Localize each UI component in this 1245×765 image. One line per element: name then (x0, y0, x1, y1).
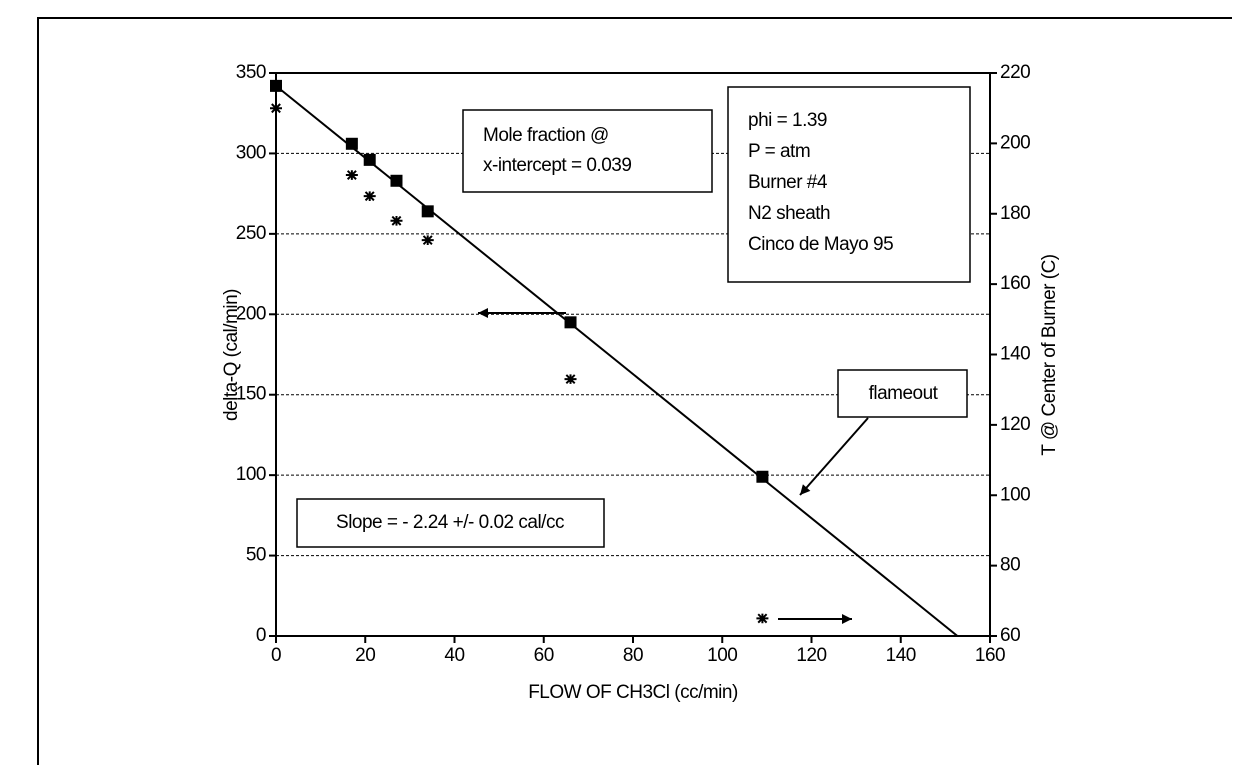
conditions-label: phi = 1.39 (748, 110, 827, 131)
mole-label: Mole fraction @ (483, 125, 609, 146)
x-tick-label: 60 (534, 645, 554, 666)
conditions-label: N2 sheath (748, 203, 830, 224)
x-tick-label: 160 (975, 645, 1005, 666)
conditions-label: Burner #4 (748, 172, 828, 193)
square-point (390, 174, 403, 187)
x-tick-label: 120 (796, 645, 826, 666)
y-tick-label: 150 (236, 384, 266, 405)
y2-tick-label: 120 (1000, 414, 1030, 435)
conditions-label: Cinco de Mayo 95 (748, 234, 893, 255)
x-axis-label: FLOW OF CH3Cl (cc/min) (528, 682, 738, 703)
y-tick-label: 100 (236, 464, 266, 485)
square-point (564, 316, 577, 329)
conditions-label: P = atm (748, 141, 810, 162)
y2-axis-label: T @ Center of Burner (C) (1039, 254, 1060, 455)
trend-line (275, 85, 959, 637)
star-point (756, 613, 769, 624)
x-tick-label: 20 (355, 645, 375, 666)
slope-label: Slope = - 2.24 +/- 0.02 cal/cc (336, 512, 564, 533)
x-tick-label: 40 (444, 645, 464, 666)
y-tick-label: 250 (236, 223, 266, 244)
y2-tick-label: 100 (1000, 484, 1030, 505)
x-tick-label: 140 (886, 645, 916, 666)
y-tick-label: 0 (256, 625, 266, 646)
star-point (270, 103, 282, 114)
flameout-box (837, 369, 968, 418)
y2-tick-label: 200 (1000, 132, 1030, 153)
star-point (564, 374, 577, 385)
y2-tick-label: 140 (1000, 344, 1030, 365)
square-point (421, 205, 434, 218)
y2-tick-label: 160 (1000, 273, 1030, 294)
star-point (363, 191, 376, 202)
y-axis-label: delta-Q (cal/min) (221, 289, 242, 421)
page-frame (37, 17, 1232, 765)
y-tick-label: 50 (246, 545, 266, 566)
x-tick-label: 80 (623, 645, 643, 666)
mole-box (462, 109, 713, 193)
y-tick-label: 350 (236, 62, 266, 83)
y-tick-label: 200 (236, 303, 266, 324)
y-tick-label: 300 (236, 142, 266, 163)
x-tick-label: 0 (271, 645, 281, 666)
square-point (363, 153, 376, 166)
star-point (345, 170, 358, 180)
conditions-box (727, 86, 971, 283)
y2-tick-label: 60 (1000, 625, 1020, 646)
mole-label: x-intercept = 0.039 (483, 155, 631, 176)
flameout-arrow (799, 417, 869, 496)
square-point (756, 470, 769, 483)
slope-box (296, 498, 605, 548)
x-tick-label: 100 (707, 645, 737, 666)
square-point (270, 79, 282, 92)
y2-tick-label: 220 (1000, 62, 1030, 83)
square-point (345, 137, 358, 150)
star-point (421, 235, 434, 246)
y2-tick-label: 180 (1000, 203, 1030, 224)
flameout-label: flameout (869, 383, 939, 404)
star-point (390, 215, 403, 226)
y2-tick-label: 80 (1000, 555, 1020, 576)
